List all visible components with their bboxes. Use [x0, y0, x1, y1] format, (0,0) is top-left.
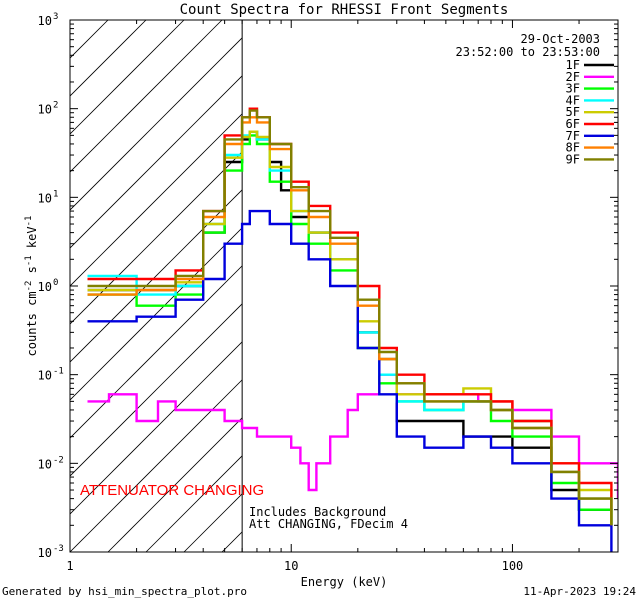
hatch-line [70, 20, 185, 135]
legend-label-9F: 9F [566, 152, 580, 166]
series-layer [87, 107, 618, 552]
attenuator-state-annotation: Att CHANGING, FDecim 4 [249, 517, 408, 531]
y-tick-label: 10 [38, 369, 52, 383]
x-axis-label: Energy (keV) [301, 575, 388, 589]
series-line-9F [87, 109, 613, 526]
x-tick-label: 10 [284, 559, 298, 573]
legend-label-4F: 4F [566, 93, 580, 107]
y-tick-label-exponent: 3 [53, 12, 58, 22]
y-tick-label: 10 [38, 457, 52, 471]
legend-label-5F: 5F [566, 105, 580, 119]
background-annotation: Includes Background [249, 505, 386, 519]
x-tick-label: 1 [66, 559, 73, 573]
legend-label-1F: 1F [566, 58, 580, 72]
legend-time-range: 23:52:00 to 23:53:00 [456, 45, 601, 59]
legend-date: 29-Oct-2003 [521, 32, 600, 46]
y-tick-label-exponent: 0 [53, 278, 58, 288]
legend-label-8F: 8F [566, 141, 580, 155]
y-tick-label-exponent: -3 [53, 544, 64, 554]
attenuator-annotation: ATTENUATOR CHANGING [80, 482, 264, 499]
x-tick-labels: 1 10 100 [66, 559, 523, 573]
legend-label-3F: 3F [566, 82, 580, 96]
y-tick-label-exponent: 2 [53, 101, 58, 111]
y-tick-label: 10 [38, 280, 52, 294]
legend-label-2F: 2F [566, 70, 580, 84]
y-axis-label: counts cm-2 s-1 keV-1 [24, 216, 39, 357]
y-tick-label-exponent: -1 [53, 367, 64, 377]
legend: 29-Oct-2003 23:52:00 to 23:53:00 1F2F3F4… [456, 32, 614, 166]
legend-label-6F: 6F [566, 117, 580, 131]
footer-generated-by: Generated by hsi_min_spectra_plot.pro [2, 585, 247, 598]
hatch-line [70, 20, 223, 173]
axis-ticks [69, 20, 619, 553]
x-tick-label: 100 [502, 559, 524, 573]
chart-title: Count Spectra for RHESSI Front Segments [180, 2, 509, 18]
hatch-line [70, 20, 299, 249]
y-tick-label: 10 [38, 103, 52, 117]
y-tick-label-exponent: -2 [53, 455, 64, 465]
y-tick-label-exponent: 1 [53, 189, 58, 199]
hatch-line [70, 20, 261, 211]
y-tick-label: 10 [38, 191, 52, 205]
footer-date-stamp: 11-Apr-2023 19:24 [523, 585, 636, 598]
legend-label-7F: 7F [566, 129, 580, 143]
y-tick-label: 10 [38, 14, 52, 28]
y-tick-label: 10 [38, 546, 52, 560]
